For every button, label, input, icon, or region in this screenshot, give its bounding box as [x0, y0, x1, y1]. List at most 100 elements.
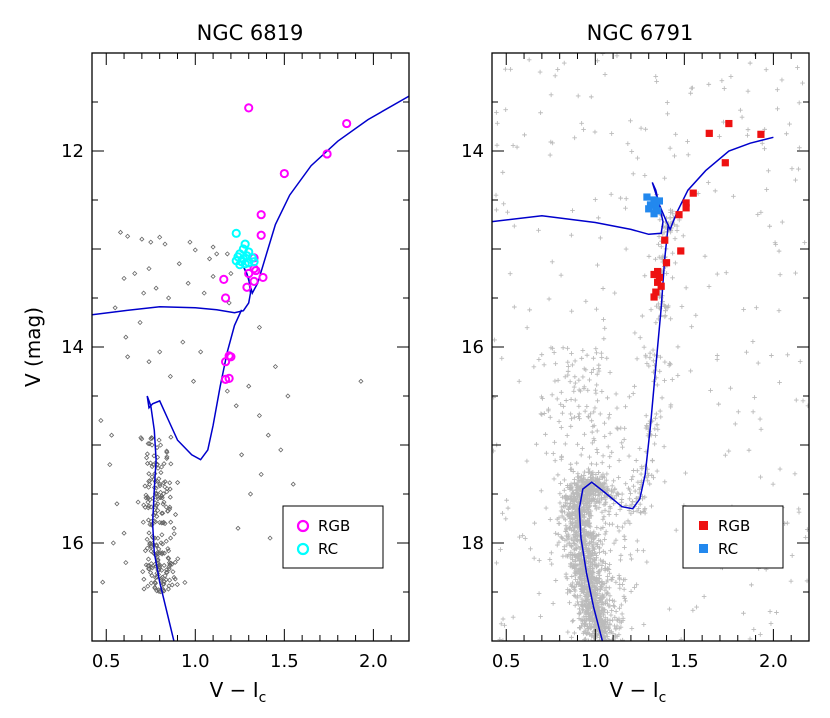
field-star [662, 479, 668, 485]
field-star [706, 82, 712, 87]
y-tick-label: 16 [61, 533, 84, 554]
field-star [596, 215, 601, 221]
field-star [564, 542, 570, 548]
field-star [797, 359, 803, 364]
field-star [578, 452, 584, 458]
field-star [611, 540, 617, 546]
field-star [610, 489, 616, 495]
field-star [581, 607, 586, 612]
field-star [553, 578, 559, 583]
field-star [596, 362, 602, 368]
star-rgb [220, 374, 231, 384]
field-star [590, 639, 592, 641]
star-rc [650, 196, 658, 204]
field-star [712, 188, 718, 194]
field-star [558, 272, 564, 278]
field-star [603, 561, 608, 566]
field-star [582, 637, 587, 641]
field-star [635, 468, 640, 473]
field-star [564, 527, 569, 532]
field-star [702, 253, 708, 259]
field-star [568, 411, 573, 417]
field-star [632, 585, 637, 590]
field-star [618, 557, 623, 563]
field-star [629, 626, 635, 631]
field-star [800, 80, 805, 86]
field-star [792, 471, 798, 477]
field-star [621, 594, 627, 599]
field-star [591, 436, 597, 442]
plot-area [92, 95, 409, 641]
y-tick-label: 14 [461, 141, 484, 162]
field-star [137, 319, 143, 326]
field-star [595, 450, 600, 455]
field-star [581, 514, 587, 520]
field-star [762, 146, 767, 151]
x-tick-label: 1.0 [181, 651, 210, 672]
field-star [144, 455, 150, 461]
field-star [582, 532, 588, 537]
field-star [623, 196, 629, 201]
field-star [155, 551, 161, 557]
field-star [591, 545, 597, 551]
star-rgb [258, 272, 268, 283]
field-star [185, 280, 191, 286]
field-star [642, 273, 648, 279]
field-star [653, 415, 658, 421]
star-rc [645, 205, 653, 213]
field-star [500, 170, 506, 175]
field-star [602, 587, 608, 593]
field-star [662, 359, 668, 365]
field-star [670, 275, 675, 281]
field-star [572, 502, 578, 507]
field-star [586, 558, 591, 564]
field-star [579, 121, 584, 126]
field-star [121, 530, 127, 536]
field-star [605, 610, 610, 615]
field-star [649, 472, 655, 478]
field-star [570, 553, 575, 558]
field-star [132, 270, 138, 277]
field-star [594, 525, 600, 530]
isochrone-giant-branch [492, 136, 774, 236]
field-star [574, 460, 580, 466]
field-star [774, 610, 779, 615]
field-star [738, 107, 743, 113]
field-star [100, 579, 106, 585]
x-tick-label: 1.5 [670, 651, 699, 672]
field-star [654, 422, 660, 428]
field-star [603, 529, 609, 534]
field-star [567, 600, 572, 606]
field-star [591, 355, 596, 361]
field-star [602, 634, 608, 640]
field-star [654, 79, 659, 84]
field-star [796, 166, 801, 172]
field-star [574, 520, 580, 525]
field-star [793, 177, 798, 183]
field-star [574, 480, 580, 486]
field-star [577, 416, 582, 421]
field-star [605, 577, 610, 583]
field-star [796, 506, 802, 512]
field-star [577, 606, 583, 612]
field-star [157, 234, 163, 240]
field-star [613, 626, 619, 632]
field-star [540, 396, 545, 401]
field-star [628, 552, 633, 558]
field-star [512, 304, 517, 310]
field-star [520, 533, 525, 538]
field-star [167, 373, 173, 379]
field-star [629, 149, 635, 154]
y-tick-label: 18 [461, 533, 484, 554]
field-star [611, 598, 617, 604]
field-star [616, 616, 622, 622]
field-star [597, 545, 603, 551]
field-star [547, 557, 553, 562]
field-stars [492, 53, 809, 641]
field-star [586, 549, 591, 554]
legend-box [682, 505, 784, 569]
field-star [601, 336, 607, 342]
star-rgb [661, 236, 669, 244]
field-star [594, 428, 600, 434]
field-star [604, 597, 610, 603]
